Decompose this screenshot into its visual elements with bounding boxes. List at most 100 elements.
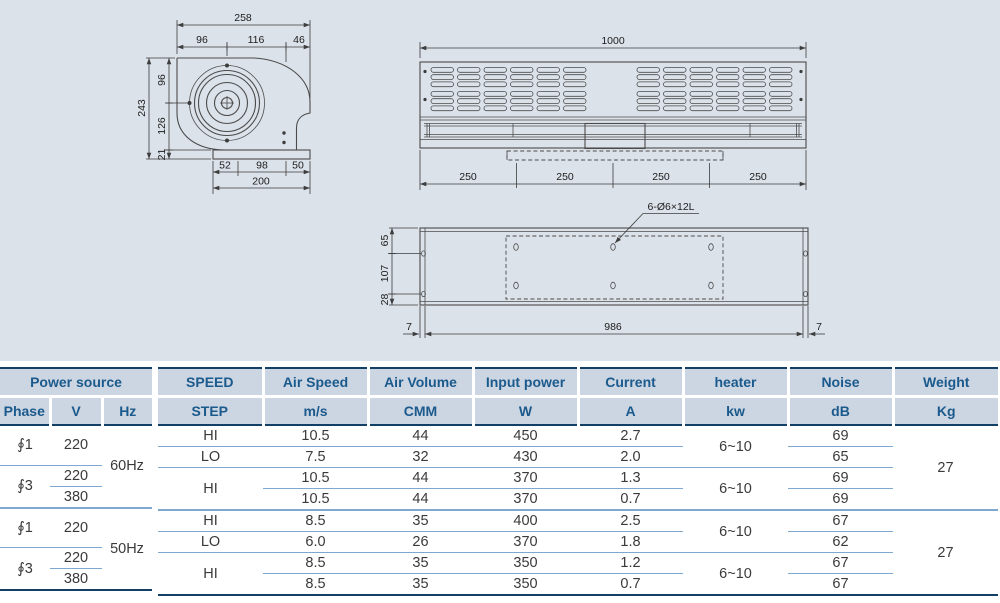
step-cell: LO xyxy=(158,446,263,468)
col-noise-header: Noise xyxy=(786,368,893,398)
air-volume-cell: 44 xyxy=(368,488,473,511)
heater-cell: 6~10 xyxy=(683,467,788,511)
noise-cell: 67 xyxy=(788,510,893,532)
col-weight-header: Weight xyxy=(891,368,998,398)
col-phase-header: Phase xyxy=(0,396,50,426)
air-speed-cell: 8.5 xyxy=(263,552,368,574)
table-row: HI 10.5 44 450 2.7 6~10 69 27 xyxy=(158,425,998,511)
phase-cell: ∮3 xyxy=(17,560,33,577)
col-speed-unit: STEP xyxy=(158,396,263,426)
spec-table: SPEED Air Speed Air Volume Input power C… xyxy=(158,367,998,596)
heater-cell: 6~10 xyxy=(719,565,752,582)
dim-label: 250 xyxy=(749,171,767,183)
input-power-cell: 450 xyxy=(473,425,578,447)
air-speed-cell: 6.0 xyxy=(263,531,368,553)
col-heater-header: heater xyxy=(681,368,788,398)
dim-label: 126 xyxy=(156,117,168,135)
heater-cell: 6~10 xyxy=(683,510,788,553)
col-heater-unit: kw xyxy=(681,396,788,426)
volt-cell: 220 xyxy=(50,425,102,466)
dim-label: 7 xyxy=(816,321,822,333)
col-input-power-header: Input power xyxy=(471,368,578,398)
weight-cell: 27 xyxy=(893,425,998,511)
air-speed-cell: 8.5 xyxy=(305,576,326,592)
air-speed-cell: 10.5 xyxy=(263,467,368,489)
col-air-speed-unit: m/s xyxy=(261,396,368,426)
dim-label: 1000 xyxy=(601,35,625,47)
input-power-cell: 350 xyxy=(513,576,538,592)
current-cell: 1.3 xyxy=(578,467,683,489)
air-volume-cell: 35 xyxy=(368,552,473,574)
dim-label: 986 xyxy=(604,321,622,333)
noise-cell: 65 xyxy=(788,446,893,468)
col-volt-header: V xyxy=(48,396,102,426)
hz-cell: 60Hz xyxy=(102,425,152,509)
col-hz-header: Hz xyxy=(100,396,152,426)
col-current-unit: A xyxy=(576,396,683,426)
side-view-drawing: 258 96 116 46 243 96 126 21 52 98 50 200 xyxy=(136,12,311,194)
input-power-cell: 350 xyxy=(473,552,578,574)
input-power-cell: 370 xyxy=(473,488,578,511)
current-cell: 2.0 xyxy=(578,446,683,468)
col-current-header: Current xyxy=(576,368,683,398)
noise-cell: 67 xyxy=(788,552,893,574)
dim-label: 250 xyxy=(652,171,670,183)
air-speed-cell: 8.5 xyxy=(263,510,368,532)
bottom-view-drawing: 6-Ø6×12L 65 107 28 7 986 7 xyxy=(379,201,825,338)
noise-cell: 69 xyxy=(788,425,893,447)
table-row: 380 xyxy=(0,569,152,591)
technical-drawings-panel: 258 96 116 46 243 96 126 21 52 98 50 200 xyxy=(0,0,1000,361)
phase-cell: ∮3 xyxy=(0,465,50,509)
current-cell: 0.7 xyxy=(578,488,683,511)
technical-drawings: 258 96 116 46 243 96 126 21 52 98 50 200 xyxy=(136,12,825,338)
hole-spec-label: 6-Ø6×12L xyxy=(648,201,695,213)
dim-label: 96 xyxy=(156,74,168,86)
dim-label: 7 xyxy=(406,321,412,333)
current-cell: 2.7 xyxy=(578,425,683,447)
noise-cell: 62 xyxy=(788,531,893,553)
col-air-speed-header: Air Speed xyxy=(261,368,368,398)
dim-label: 116 xyxy=(248,34,265,46)
table-row: ∮1 220 50Hz xyxy=(0,507,152,557)
phase-cell: ∮1 xyxy=(0,507,50,548)
col-input-power-unit: W xyxy=(471,396,578,426)
col-air-volume-unit: CMM xyxy=(366,396,473,426)
current-cell: 1.2 xyxy=(578,552,683,574)
table-row: ∮3 220 xyxy=(0,465,152,509)
volt-cell: 380 xyxy=(63,571,89,587)
step-cell: HI xyxy=(203,565,218,582)
step-cell: HI xyxy=(158,467,263,511)
noise-cell: 69 xyxy=(788,488,893,511)
dim-label: 96 xyxy=(196,34,208,46)
dim-label: 98 xyxy=(256,160,268,172)
air-speed-cell: 10.5 xyxy=(263,425,368,447)
weight-cell: 27 xyxy=(937,544,954,561)
table-row: ∮3 220 xyxy=(0,547,152,577)
table-row: 8.5 35 350 0.7 67 xyxy=(158,574,998,596)
air-volume-cell: 44 xyxy=(368,467,473,489)
dim-label: 200 xyxy=(252,176,270,188)
table-row: HI 8.5 35 350 1.2 6~10 67 xyxy=(158,552,998,582)
air-speed-cell: 7.5 xyxy=(263,446,368,468)
input-power-cell: 400 xyxy=(473,510,578,532)
table-row: LO 7.5 32 430 2.0 65 xyxy=(158,446,998,468)
dim-label: 250 xyxy=(556,171,574,183)
heater-cell: 6~10 xyxy=(683,425,788,468)
phase-cell: ∮1 xyxy=(0,425,50,466)
front-view-drawing: 1000 250 250 250 250 xyxy=(419,35,807,190)
col-noise-unit: dB xyxy=(786,396,893,426)
dim-label: 258 xyxy=(234,12,252,24)
dim-label: 28 xyxy=(379,294,391,306)
volt-cell: 220 xyxy=(50,465,102,487)
air-volume-cell: 35 xyxy=(412,576,429,592)
dim-label: 107 xyxy=(379,265,391,283)
current-cell: 2.5 xyxy=(578,510,683,532)
air-volume-cell: 26 xyxy=(368,531,473,553)
col-air-volume-header: Air Volume xyxy=(366,368,473,398)
air-volume-cell: 35 xyxy=(368,510,473,532)
air-speed-cell: 10.5 xyxy=(263,488,368,511)
noise-cell: 67 xyxy=(832,576,849,592)
step-cell: HI xyxy=(158,425,263,447)
table-row: HI 10.5 44 370 1.3 6~10 69 xyxy=(158,467,998,511)
noise-cell: 69 xyxy=(788,467,893,489)
